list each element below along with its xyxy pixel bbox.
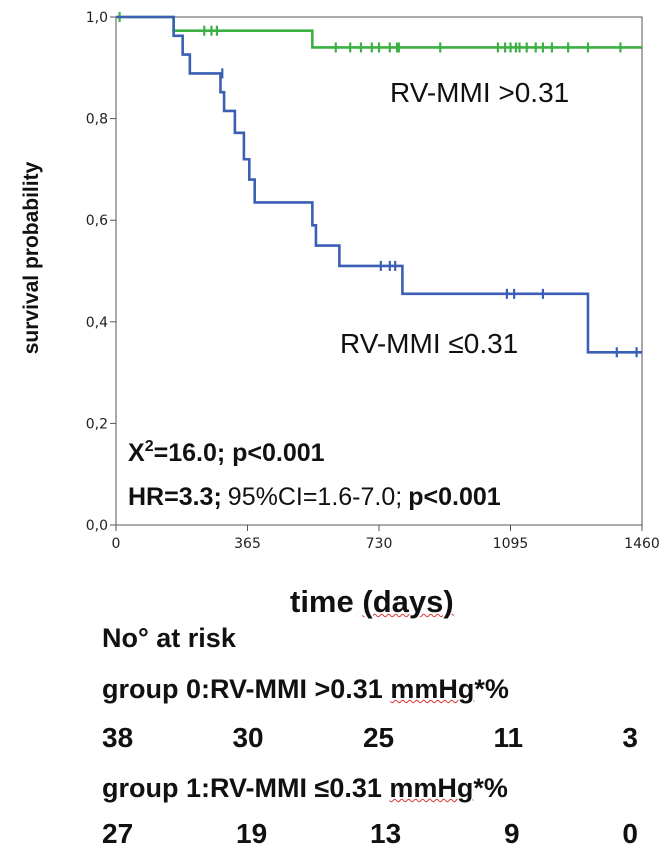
risk-count: 0: [622, 818, 638, 849]
y-axis-label: survival probability: [20, 161, 43, 354]
risk-group0-counts: 38 30 25 11 3: [102, 722, 638, 754]
risk-count: 27: [102, 818, 134, 849]
y-tick-label: 0,4: [86, 315, 108, 331]
risk-group0-label: group 0:RV-MMI >0.31 mmHg*%: [102, 674, 638, 705]
x-tick-label: 1095: [493, 536, 529, 552]
risk-table-title: No° at risk: [102, 623, 236, 653]
risk-count: 13: [370, 818, 402, 849]
x-axis-title: time (days): [290, 584, 454, 620]
y-tick-label: 1,0: [86, 10, 108, 26]
series-label-high: RV-MMI >0.31: [390, 77, 569, 108]
risk-group1-label: group 1:RV-MMI ≤0.31 mmHg*%: [102, 773, 638, 804]
y-tick-label: 0,2: [86, 416, 108, 432]
risk-group0-unit: mmHg: [390, 674, 475, 704]
x-tick-label: 0: [112, 536, 121, 552]
risk-group1-counts: 27 19 13 9 0: [102, 818, 638, 850]
chi-square-stat: X2=16.0; p<0.001: [128, 438, 325, 467]
x-tick-label: 365: [234, 536, 261, 552]
series-label-low: RV-MMI ≤0.31: [340, 328, 518, 359]
risk-count: 25: [362, 722, 395, 753]
risk-group1-name: RV-MMI ≤0.31: [210, 773, 382, 803]
risk-group1-suffix: *%: [473, 773, 508, 803]
x-axis-title-unit: (days): [362, 584, 454, 619]
risk-count: 11: [493, 722, 524, 753]
risk-count: 38: [102, 722, 134, 753]
risk-group1-prefix: group 1:: [102, 773, 210, 803]
y-tick-label: 0,8: [86, 112, 108, 128]
x-tick-label: 1460: [624, 536, 660, 552]
risk-count: 9: [504, 818, 520, 849]
risk-count: 19: [236, 818, 268, 849]
y-tick-label: 0,0: [86, 518, 108, 534]
risk-count: 3: [622, 722, 638, 753]
risk-group0-name: RV-MMI >0.31: [210, 674, 383, 704]
risk-group0-suffix: *%: [474, 674, 509, 704]
x-axis-title-text: time: [290, 584, 354, 619]
y-tick-label: 0,6: [86, 213, 108, 229]
risk-group0-prefix: group 0:: [102, 674, 210, 704]
x-tick-label: 730: [366, 536, 393, 552]
x-axis-ticks: 0 365 730 1095 1460: [112, 525, 660, 552]
risk-count: 30: [232, 722, 264, 753]
risk-group1-unit: mmHg: [389, 773, 474, 803]
series-layer: [116, 12, 642, 358]
series-line-1: [116, 15, 642, 354]
hazard-ratio-stat: HR=3.3; 95%CI=1.6-7.0; p<0.001: [128, 483, 501, 511]
y-axis-ticks: 0,0 0,2 0,4 0,6 0,8 1,0: [86, 10, 116, 534]
km-chart: 0,0 0,2 0,4 0,6 0,8 1,0 0 365 730 1095 1460 survi…: [20, 10, 660, 552]
